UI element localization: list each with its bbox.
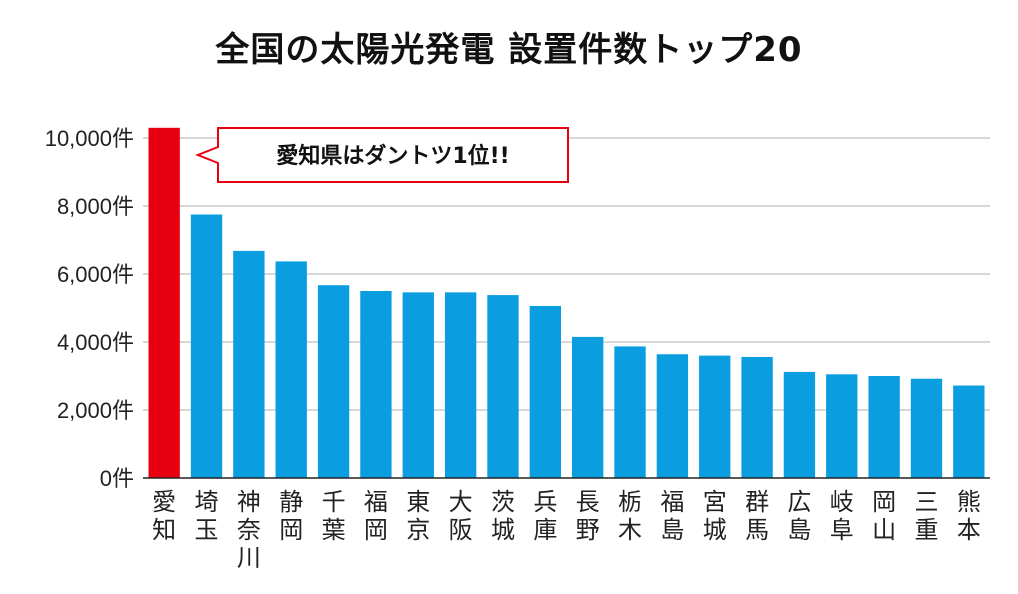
bar-10	[529, 305, 561, 478]
bar-17	[826, 374, 858, 478]
bar-1	[148, 127, 180, 479]
x-tick-label: 茨城	[491, 488, 515, 544]
y-tick-label: 6,000件	[57, 262, 134, 287]
x-tick-label: 埼玉	[195, 488, 219, 544]
bar-7	[402, 292, 434, 478]
annotation-callout: 愛知県はダントツ1位!!	[195, 127, 569, 183]
y-tick-label: 10,000件	[45, 126, 134, 151]
callout-text: 愛知県はダントツ1位!!	[276, 143, 509, 169]
bar-5	[317, 285, 350, 478]
bar-19	[910, 378, 943, 478]
y-tick-label: 8,000件	[57, 194, 134, 219]
x-tick-label: 岐阜	[830, 488, 854, 544]
x-tick-label: 大阪	[449, 488, 473, 544]
bar-20	[953, 385, 985, 478]
bar-6	[360, 291, 392, 478]
callout-box	[195, 127, 569, 183]
x-axis-ticks: 愛知埼玉神奈川静岡千葉福岡東京大阪茨城兵庫長野栃木福島宮城群馬広島岐阜岡山三重熊…	[152, 488, 981, 572]
x-tick-label: 福島	[660, 488, 684, 544]
x-tick-label: 兵庫	[533, 488, 557, 544]
bar-2	[190, 214, 223, 478]
y-tick-label: 2,000件	[57, 398, 134, 423]
bar-9	[487, 295, 519, 478]
x-tick-label: 神奈川	[237, 488, 261, 572]
bar-8	[444, 292, 477, 478]
x-tick-label: 静岡	[279, 488, 303, 544]
y-axis-ticks: 0件 2,000件 4,000件 6,000件 8,000件 10,000件	[45, 126, 134, 491]
bar-3	[233, 250, 265, 478]
bar-11	[572, 336, 604, 478]
chart-title: 全国の太陽光発電 設置件数トップ20	[215, 30, 803, 70]
bar-18	[868, 376, 900, 478]
bars	[148, 127, 985, 479]
bar-12	[614, 346, 646, 478]
x-tick-label: 長野	[576, 488, 600, 544]
x-tick-label: 岡山	[872, 488, 896, 544]
x-tick-label: 宮城	[703, 488, 727, 544]
bar-14	[699, 355, 731, 478]
y-tick-label: 4,000件	[57, 330, 134, 355]
y-tick-label: 0件	[100, 466, 134, 491]
bar-16	[783, 371, 816, 478]
x-tick-label: 東京	[406, 488, 430, 544]
x-tick-label: 三重	[914, 488, 938, 544]
x-tick-label: 広島	[787, 488, 811, 544]
x-tick-label: 熊本	[957, 488, 981, 544]
bar-15	[741, 356, 773, 478]
x-tick-label: 群馬	[745, 488, 769, 544]
x-tick-label: 福岡	[364, 488, 388, 544]
x-tick-label: 栃木	[618, 488, 642, 544]
x-tick-label: 千葉	[322, 488, 346, 544]
x-tick-label: 愛知	[152, 488, 176, 544]
bar-13	[656, 354, 689, 478]
bar-4	[275, 261, 307, 478]
